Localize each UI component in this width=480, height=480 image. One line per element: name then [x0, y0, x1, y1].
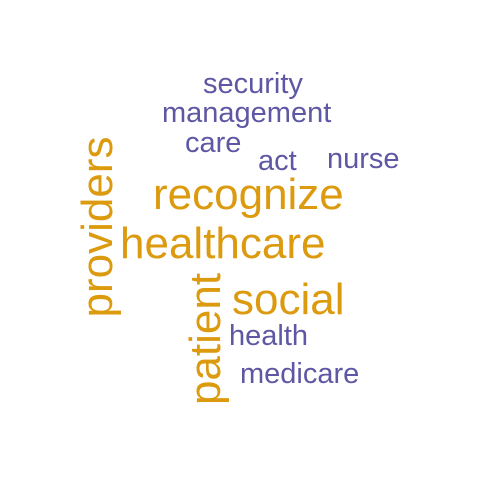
- word-medicare: medicare: [240, 358, 360, 390]
- word-nurse: nurse: [327, 143, 400, 175]
- word-patient: patient: [181, 272, 230, 406]
- word-management: management: [162, 97, 332, 129]
- word-recognize: recognize: [153, 170, 344, 219]
- word-social: social: [232, 275, 345, 324]
- word-health: health: [229, 320, 309, 352]
- word-security: security: [203, 68, 303, 100]
- word-act: act: [258, 145, 297, 177]
- word-care: care: [185, 127, 242, 159]
- word-providers: providers: [73, 136, 122, 318]
- word-healthcare: healthcare: [120, 219, 326, 268]
